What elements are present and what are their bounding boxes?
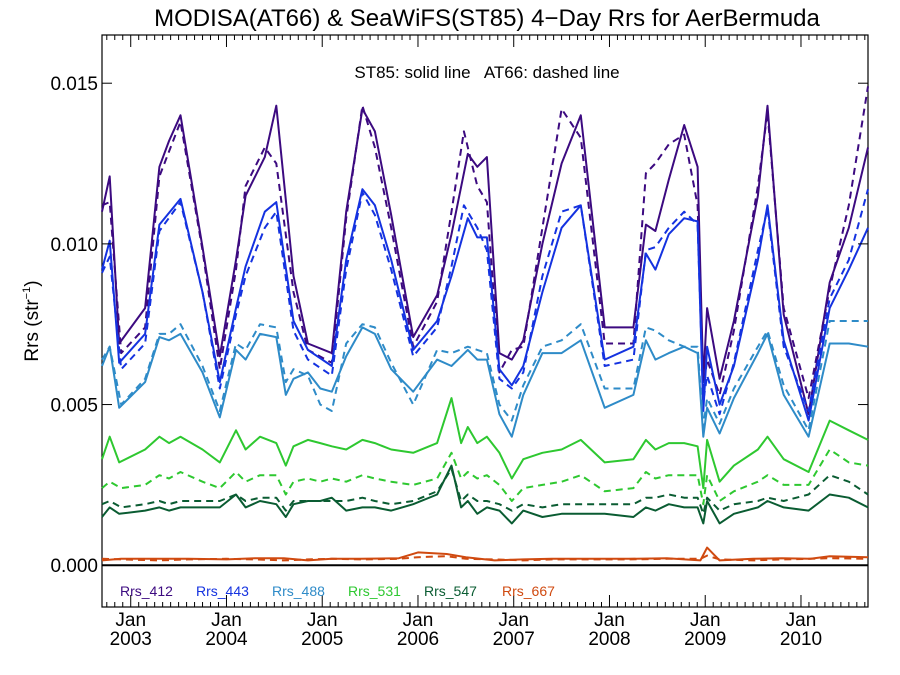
legend-entry: Rrs_547 [424, 583, 477, 599]
line-style-annotation: ST85: solid line AT66: dashed line [354, 63, 619, 82]
legend-entry: Rrs_443 [196, 583, 249, 599]
series-rrs-547-dashed [101, 467, 869, 515]
x-tick-year-label: 2003 [110, 629, 152, 650]
plot-frame [101, 34, 869, 608]
y-tick-label: 0.010 [50, 235, 98, 256]
series-rrs-531-dashed [101, 448, 869, 506]
legend-entry: Rrs_667 [502, 583, 555, 599]
x-tick-year-label: 2009 [684, 629, 726, 650]
x-tick-month-label: Jan [498, 610, 529, 631]
series-rrs-667-dashed [101, 554, 869, 562]
x-tick-month-label: Jan [690, 610, 721, 631]
x-tick-year-label: 2010 [780, 629, 822, 650]
y-tick-label: 0.015 [50, 74, 98, 95]
chart-title: MODISA(AT66) & SeaWiFS(ST85) 4−Day Rrs f… [154, 5, 820, 32]
series-rrs-547-solid [101, 464, 869, 525]
legend: Rrs_412 Rrs_443 Rrs_488 Rrs_531 Rrs_547 Rrs_6… [120, 583, 555, 599]
y-axis-label-base: Rrs (str [22, 299, 43, 362]
x-tick-month-label: Jan [403, 610, 434, 631]
series-layer [101, 86, 869, 562]
x-tick-year-label: 2005 [301, 629, 343, 650]
series-rrs-412-dashed [101, 86, 869, 400]
series-rrs-531-solid [101, 397, 869, 490]
x-tick-month-label: Jan [594, 610, 625, 631]
x-tick-year-label: 2007 [493, 629, 535, 650]
series-rrs-488-solid [101, 326, 869, 438]
y-tick-label: 0.005 [50, 396, 98, 417]
x-tick-month-label: Jan [115, 610, 146, 631]
series-rrs-443-solid [101, 188, 869, 422]
series-rrs-412-solid [101, 104, 869, 416]
x-tick-month-label: Jan [211, 610, 242, 631]
x-tick-year-label: 2004 [205, 629, 248, 650]
x-axis: Jan2003Jan2004Jan2005Jan2006Jan2007Jan20… [106, 35, 866, 650]
legend-entry: Rrs_531 [348, 583, 401, 599]
y-axis-label: Rrs (str−1) [21, 280, 43, 361]
legend-entry: Rrs_412 [120, 583, 173, 599]
y-axis-label-close: ) [22, 280, 43, 286]
y-axis-label-superscript: −1 [21, 287, 33, 300]
legend-entry: Rrs_488 [272, 583, 325, 599]
y-tick-label: 0.000 [50, 556, 98, 577]
x-tick-year-label: 2006 [397, 629, 439, 650]
y-axis: 0.000 0.005 0.010 0.015 [50, 74, 868, 577]
x-tick-year-label: 2008 [588, 629, 630, 650]
series-rrs-443-dashed [101, 188, 869, 416]
x-tick-month-label: Jan [786, 610, 817, 631]
x-tick-month-label: Jan [307, 610, 338, 631]
